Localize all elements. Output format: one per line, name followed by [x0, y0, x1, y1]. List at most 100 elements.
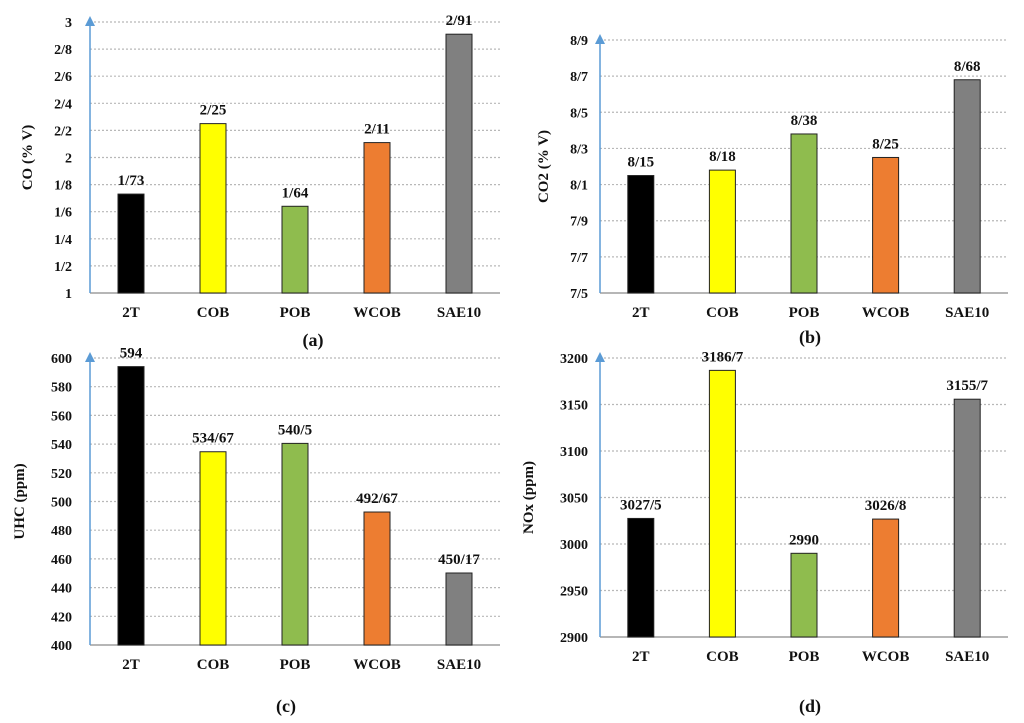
x-tick-label: POB — [789, 649, 820, 665]
data-label: 8/38 — [791, 113, 818, 129]
y-tick-label: 8/5 — [570, 106, 588, 121]
bar-cob — [199, 123, 227, 294]
x-tick-label: 2T — [632, 305, 650, 321]
bar-sae10 — [953, 398, 981, 638]
y-tick-label: 3050 — [560, 492, 588, 507]
y-axis-arrow-icon — [595, 34, 605, 44]
x-tick-label: SAE10 — [437, 657, 481, 673]
y-tick-label: 2/2 — [54, 124, 72, 139]
bar-pob — [281, 205, 309, 294]
data-label: 2/25 — [200, 103, 227, 119]
bar-pob — [790, 552, 818, 638]
bar-sae10 — [953, 79, 981, 294]
y-tick-label: 420 — [51, 610, 72, 625]
data-label: 8/18 — [709, 149, 736, 165]
y-tick-label: 1/2 — [54, 260, 72, 275]
data-label: 3186/7 — [702, 349, 744, 365]
x-tick-label: POB — [789, 305, 820, 321]
x-tick-label: WCOB — [353, 657, 401, 673]
x-tick-label: SAE10 — [945, 305, 989, 321]
y-tick-label: 3000 — [560, 538, 588, 553]
y-tick-label: 8/1 — [570, 179, 588, 194]
x-tick-label: COB — [706, 305, 739, 321]
y-tick-label: 1/6 — [54, 206, 72, 221]
y-tick-label: 8/3 — [570, 142, 588, 157]
y-tick-label: 400 — [51, 639, 72, 654]
y-tick-label: 8/9 — [570, 34, 588, 49]
y-tick-label: 8/7 — [570, 70, 588, 85]
data-label: 3026/8 — [865, 498, 907, 514]
y-tick-label: 7/7 — [570, 251, 588, 266]
data-label: 540/5 — [278, 422, 312, 438]
y-tick-label: 500 — [51, 496, 72, 511]
y-tick-label: 1/4 — [54, 233, 72, 248]
x-tick-label: 2T — [122, 657, 140, 673]
y-tick-label: 520 — [51, 467, 72, 482]
panel-label-d: (d) — [799, 696, 821, 717]
y-tick-label: 3200 — [560, 352, 588, 367]
y-axis-arrow-icon — [595, 352, 605, 362]
bar-wcob — [363, 511, 391, 646]
x-tick-label: POB — [280, 305, 311, 321]
y-tick-label: 7/9 — [570, 215, 588, 230]
bar-2t — [627, 517, 655, 638]
x-tick-label: WCOB — [862, 305, 910, 321]
x-tick-label: WCOB — [862, 649, 910, 665]
panel-b-chart: 7/5 7/7 7/9 8/1 8/3 8/5 8/7 8/9 CO2 (% V) 8/15 2T 8… — [536, 34, 1008, 321]
x-tick-label: 2T — [632, 649, 650, 665]
y-tick-label: 460 — [51, 553, 72, 568]
panel-label-c: (c) — [276, 696, 296, 717]
y-axis-label: CO (% V) — [20, 125, 36, 191]
y-tick-label: 3100 — [560, 445, 588, 460]
y-tick-label: 2900 — [560, 631, 588, 646]
bar-2t — [117, 193, 145, 294]
y-axis-label: CO2 (% V) — [536, 130, 552, 203]
data-label: 1/64 — [282, 185, 309, 201]
data-label: 2990 — [789, 532, 819, 548]
bar-pob — [790, 133, 818, 294]
x-tick-label: SAE10 — [437, 305, 481, 321]
y-tick-label: 560 — [51, 409, 72, 424]
bar-wcob — [363, 142, 391, 294]
data-label: 1/73 — [118, 173, 145, 189]
panel-label-a: (a) — [303, 330, 324, 351]
data-label: 2/11 — [364, 122, 390, 138]
data-label: 8/15 — [627, 155, 654, 171]
y-tick-label: 600 — [51, 352, 72, 367]
y-tick-label: 2/8 — [54, 43, 72, 58]
panel-label-b: (b) — [799, 327, 821, 348]
data-label: 450/17 — [438, 552, 480, 568]
y-tick-label: 2/4 — [54, 97, 72, 112]
bar-sae10 — [445, 33, 473, 294]
bar-cob — [708, 169, 736, 294]
y-tick-label: 580 — [51, 381, 72, 396]
bar-2t — [117, 366, 145, 646]
x-tick-label: COB — [706, 649, 739, 665]
data-label: 3027/5 — [620, 497, 662, 513]
data-label: 594 — [120, 346, 143, 362]
x-tick-label: SAE10 — [945, 649, 989, 665]
data-label: 2/91 — [446, 13, 473, 29]
y-tick-label: 1/8 — [54, 179, 72, 194]
data-label: 3155/7 — [946, 378, 988, 394]
x-tick-label: POB — [280, 657, 311, 673]
data-label: 8/68 — [954, 59, 981, 75]
y-axis-label: UHC (ppm) — [12, 463, 28, 539]
y-tick-label: 540 — [51, 438, 72, 453]
x-tick-label: COB — [197, 657, 230, 673]
bar-wcob — [872, 156, 900, 294]
y-tick-label: 2950 — [560, 585, 588, 600]
y-tick-label: 3 — [65, 16, 72, 31]
x-tick-label: COB — [197, 305, 230, 321]
x-tick-label: WCOB — [353, 305, 401, 321]
panel-d-chart: 2900 2950 3000 3050 3100 3150 3200 NOx (ppm) 302… — [521, 349, 1008, 665]
y-tick-label: 2 — [65, 152, 72, 167]
bar-cob — [199, 451, 227, 646]
y-tick-label: 440 — [51, 582, 72, 597]
y-tick-label: 480 — [51, 524, 72, 539]
data-label: 534/67 — [192, 431, 234, 447]
y-tick-label: 1 — [65, 287, 72, 302]
y-axis-label: NOx (ppm) — [521, 461, 537, 534]
bar-sae10 — [445, 572, 473, 646]
